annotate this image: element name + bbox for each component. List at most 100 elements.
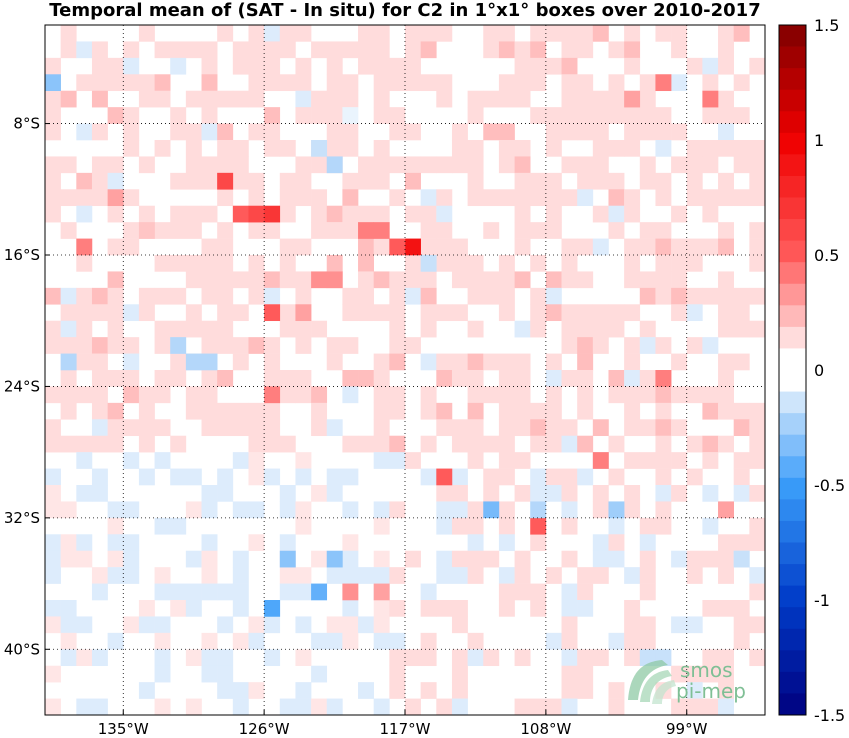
heatmap-cell — [342, 304, 359, 322]
heatmap-cell — [655, 337, 672, 354]
heatmap-cell — [592, 649, 609, 667]
heatmap-cell — [467, 107, 484, 124]
heatmap-cell — [561, 616, 578, 634]
heatmap-cell — [483, 123, 500, 141]
heatmap-cell — [91, 649, 108, 667]
heatmap-cell — [420, 468, 437, 486]
heatmap-cell — [608, 320, 625, 338]
heatmap-cell — [436, 370, 453, 387]
heatmap-cell — [561, 255, 578, 272]
heatmap-cell — [561, 320, 578, 338]
heatmap-cell — [201, 74, 218, 92]
heatmap-cell — [45, 156, 61, 174]
heatmap-cell — [577, 189, 594, 207]
heatmap-cell — [185, 468, 202, 486]
heatmap-cell — [295, 74, 312, 92]
heatmap-cell — [545, 172, 562, 190]
heatmap-cell — [655, 189, 672, 207]
heatmap-cell — [185, 140, 202, 157]
heatmap-cell — [545, 287, 562, 305]
heatmap-cell — [514, 419, 531, 437]
heatmap-cell — [45, 550, 61, 568]
heatmap-cell — [608, 468, 625, 486]
heatmap-cell — [170, 57, 187, 75]
heatmap-cell — [295, 25, 312, 42]
heatmap-cell — [514, 550, 531, 568]
heatmap-cell — [749, 189, 765, 207]
heatmap-cell — [264, 222, 281, 239]
heatmap-cell — [358, 370, 374, 387]
heatmap-cell — [624, 41, 641, 59]
heatmap-cell — [123, 123, 140, 141]
heatmap-cell — [279, 320, 296, 338]
heatmap-cell — [232, 156, 249, 174]
heatmap-cell — [749, 222, 765, 239]
heatmap-cell — [154, 452, 171, 469]
heatmap-cell — [201, 172, 218, 190]
heatmap-cell — [248, 337, 265, 354]
heatmap-cell — [138, 682, 155, 699]
heatmap-cell — [185, 698, 202, 715]
heatmap-cell — [170, 337, 187, 354]
heatmap-cell — [592, 485, 609, 502]
heatmap-cell — [123, 353, 140, 371]
heatmap-cell — [718, 649, 734, 667]
heatmap-cell — [170, 370, 187, 387]
heatmap-cell — [45, 123, 61, 141]
heatmap-cell — [467, 370, 484, 387]
heatmap-cell — [451, 271, 468, 289]
heatmap-cell — [545, 304, 562, 322]
heatmap-cell — [76, 452, 93, 469]
heatmap-cell — [373, 238, 390, 256]
heatmap-cell — [702, 665, 719, 683]
heatmap-cell — [514, 140, 531, 157]
heatmap-cell — [420, 238, 437, 256]
heatmap-cell — [436, 468, 453, 486]
colorbar-segment — [779, 499, 806, 522]
heatmap-cell — [389, 320, 406, 338]
lon-labels: 135°W 126°W 117°W 108°W 99°W — [98, 710, 708, 738]
heatmap-cell — [76, 123, 93, 141]
heatmap-cell — [264, 468, 281, 486]
heatmap-cell — [201, 370, 218, 387]
heatmap-cell — [655, 172, 672, 190]
heatmap-cell — [718, 57, 734, 75]
heatmap-cell — [45, 287, 61, 305]
heatmap-cell — [545, 370, 562, 387]
colorbar-tick-label: -1.5 — [814, 706, 845, 725]
heatmap-cell — [373, 107, 390, 124]
heatmap-cell — [561, 550, 578, 568]
heatmap-cell — [232, 402, 249, 420]
heatmap-cell — [123, 140, 140, 157]
heatmap-cell — [592, 172, 609, 190]
heatmap-cell — [217, 255, 234, 272]
heatmap-cell — [405, 74, 421, 92]
heatmap-cell — [91, 287, 108, 305]
heatmap-cell — [232, 583, 249, 601]
heatmap-cell — [170, 320, 187, 338]
heatmap-cell — [60, 353, 77, 371]
heatmap-cell — [232, 632, 249, 650]
heatmap-cell — [639, 238, 656, 256]
heatmap-cell — [608, 632, 625, 650]
heatmap-cell — [358, 567, 374, 584]
heatmap-cell — [342, 600, 359, 617]
heatmap-cell — [624, 452, 641, 469]
heatmap-cell — [702, 452, 719, 469]
heatmap-cell — [577, 271, 594, 289]
heatmap-cell — [60, 287, 77, 305]
heatmap-cell — [436, 517, 453, 535]
heatmap-cell — [655, 271, 672, 289]
heatmap-cell — [373, 57, 390, 75]
heatmap-cell — [702, 156, 719, 174]
heatmap-cell — [311, 189, 328, 207]
heatmap-cell — [264, 337, 281, 354]
heatmap-cell — [718, 238, 734, 256]
heatmap-cell — [733, 353, 750, 371]
heatmap-cell — [217, 320, 234, 338]
heatmap-cell — [279, 386, 296, 404]
heatmap-cell — [405, 271, 421, 289]
heatmap-cell — [561, 304, 578, 322]
heatmap-cell — [358, 238, 374, 256]
heatmap-cell — [545, 435, 562, 453]
